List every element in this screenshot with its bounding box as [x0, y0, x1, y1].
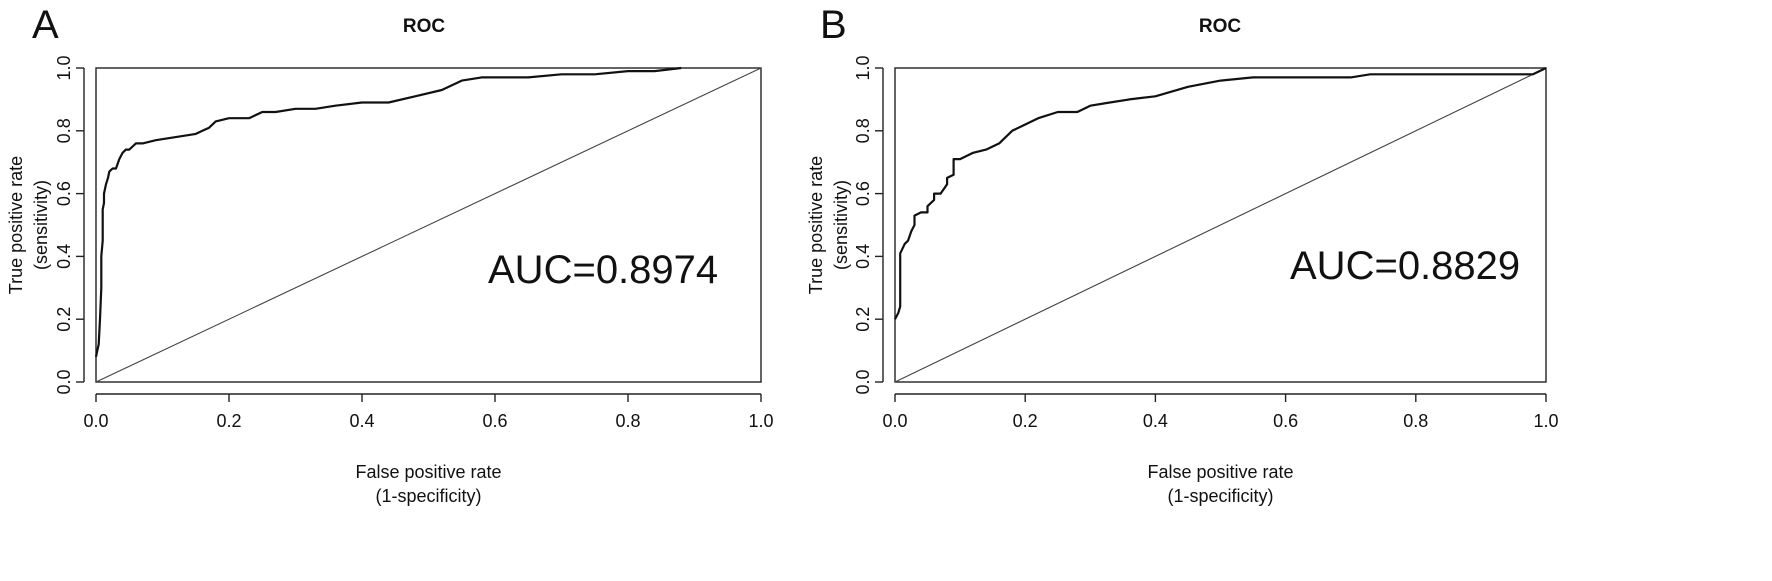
x-tick-label: 0.0	[83, 411, 108, 431]
y-tick-label: 0.2	[853, 307, 873, 332]
x-tick-label: 0.2	[1013, 411, 1038, 431]
auc-annotation: AUC=0.8974	[488, 248, 718, 292]
roc-panel-b: B ROC 0.0 0.2 0.4 0.6 0.8 1.0 0.0 0.2 0.4 0.6 0.8 1.0…	[806, 3, 1559, 506]
x-tick-label: 0.6	[1273, 411, 1298, 431]
x-tick-label: 0.4	[1143, 411, 1168, 431]
chart-title: ROC	[1199, 16, 1242, 37]
y-axis-title: True positive rate	[806, 156, 826, 294]
roc-curve	[894, 67, 1547, 320]
reference-diagonal	[894, 67, 1547, 383]
chart-title: ROC	[403, 16, 446, 37]
roc-curve	[94, 66, 682, 358]
roc-panel-a: A ROC 0.0 0.2 0.4 0.6 0.8 1.0 0.0 0.2 0.4 0.6 0.8 1.0…	[6, 3, 774, 506]
x-tick-label: 0.6	[482, 411, 507, 431]
y-axis-title: True positive rate	[6, 156, 26, 294]
panel-label: B	[820, 3, 847, 47]
y-tick-label: 0.2	[54, 307, 74, 332]
x-tick-label: 0.0	[882, 411, 907, 431]
x-axis-title: False positive rate	[1147, 462, 1293, 482]
x-tick-label: 1.0	[1533, 411, 1558, 431]
y-tick-label: 0.0	[853, 369, 873, 394]
y-tick-label: 0.6	[853, 181, 873, 206]
x-tick-label: 1.0	[748, 411, 773, 431]
y-tick-label: 0.6	[54, 181, 74, 206]
x-tick-label: 0.8	[1403, 411, 1428, 431]
reference-diagonal	[95, 67, 762, 383]
x-tick-label: 0.8	[615, 411, 640, 431]
y-axis-subtitle: (sensitivity)	[831, 180, 851, 270]
x-axis-subtitle: (1-specificity)	[375, 486, 481, 506]
x-tick-label: 0.2	[216, 411, 241, 431]
y-tick-label: 0.4	[853, 244, 873, 269]
y-tick-label: 0.0	[54, 369, 74, 394]
y-axis-subtitle: (sensitivity)	[31, 180, 51, 270]
panel-label: A	[32, 3, 59, 47]
plot-frame	[95, 67, 762, 383]
x-axis-subtitle: (1-specificity)	[1167, 486, 1273, 506]
y-tick-label: 1.0	[54, 55, 74, 80]
y-tick-label: 1.0	[853, 55, 873, 80]
x-tick-label: 0.4	[349, 411, 374, 431]
y-tick-label: 0.8	[853, 118, 873, 143]
x-axis-title: False positive rate	[355, 462, 501, 482]
y-tick-label: 0.4	[54, 244, 74, 269]
auc-annotation: AUC=0.8829	[1290, 244, 1520, 288]
plot-frame	[894, 67, 1547, 383]
y-tick-label: 0.8	[54, 118, 74, 143]
